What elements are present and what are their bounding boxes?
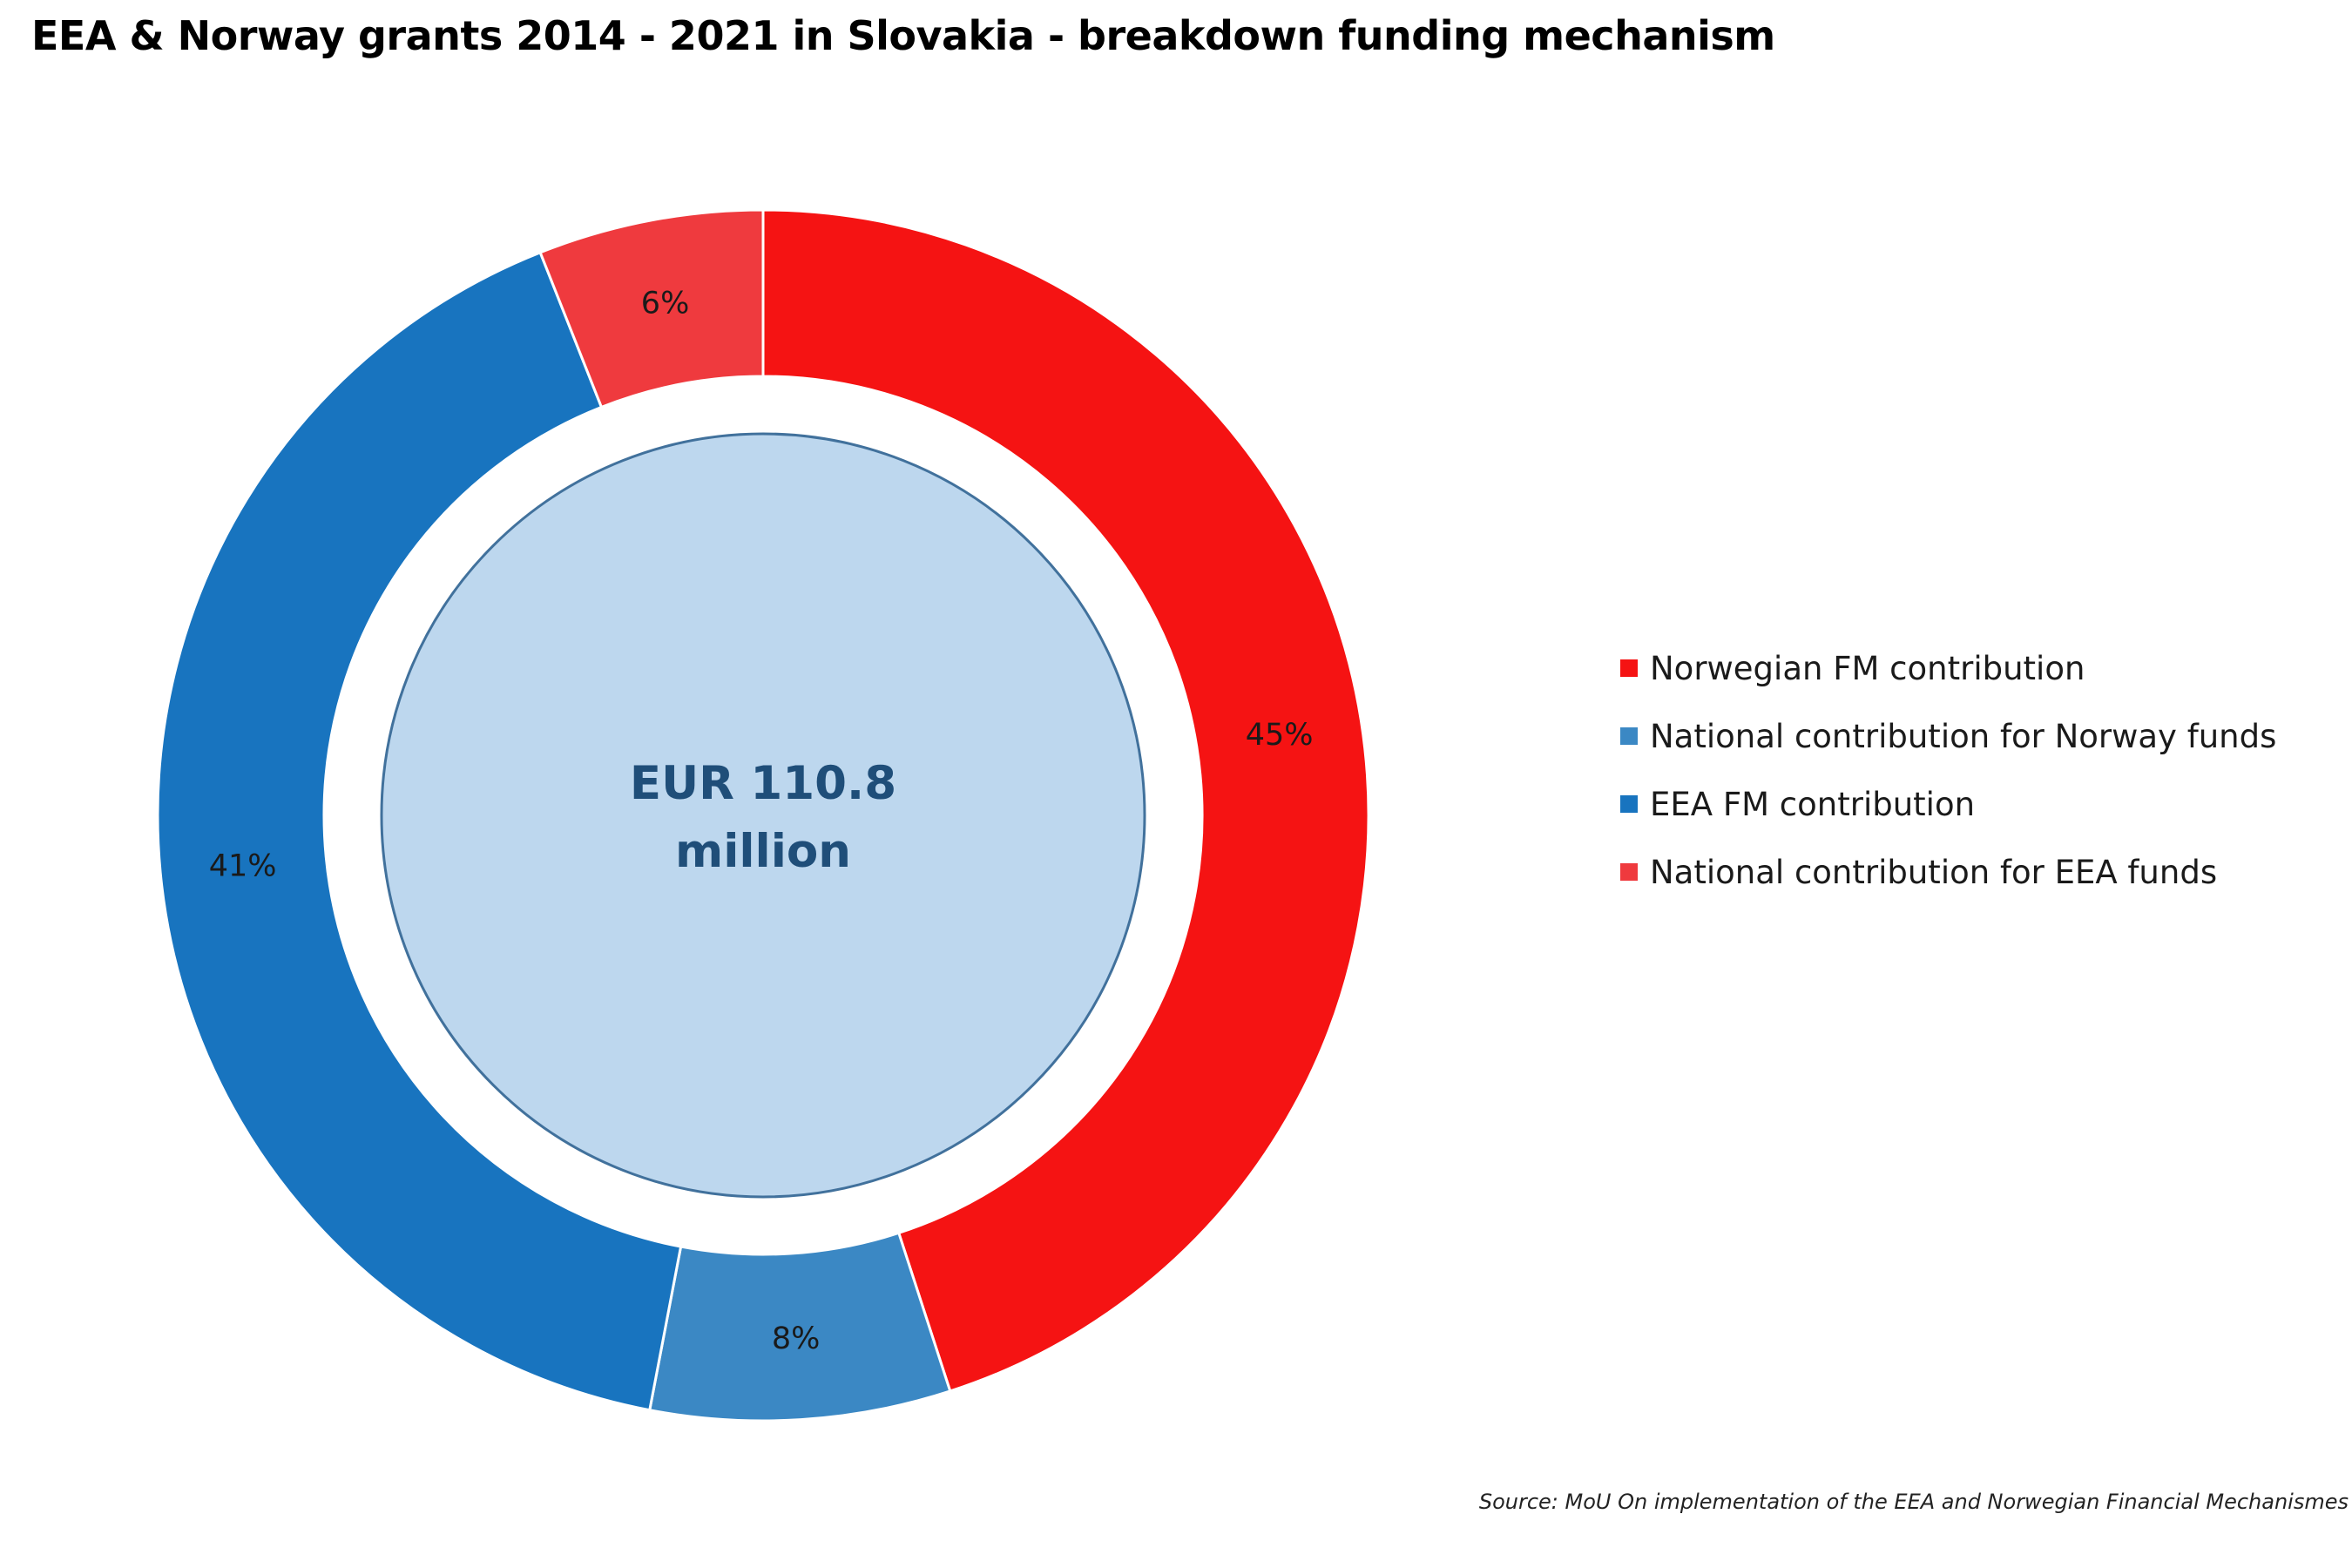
center-total-unit: million [675,825,851,878]
donut-ring [156,208,1370,1423]
legend-swatch [1620,863,1638,881]
legend: Norwegian FM contribution National contri… [1620,634,2276,906]
legend-swatch [1620,727,1638,745]
center-circle [380,432,1146,1199]
slice-national-contribution-for-eea-funds [538,208,765,409]
center-total-label: EUR 110.8 [630,757,896,810]
legend-label: EEA FM contribution [1650,785,1976,823]
chart-title: EEA & Norway grants 2014 - 2021 in Slova… [31,12,1775,59]
slice-labels: 45% 8% 41% 6% [209,287,1314,1356]
legend-label: National contribution for Norway funds [1650,717,2277,755]
legend-item-norwegian-fm-contribution: Norwegian FM contribution [1620,634,2276,702]
legend-item-eea-fm-contribution: EEA FM contribution [1620,770,2276,838]
legend-swatch [1620,795,1638,813]
source-note: Source: MoU On implementation of the EEA… [1478,1490,2349,1514]
slice-label-national-contribution-for-eea-funds: 6% [641,287,690,321]
legend-label: Norwegian FM contribution [1650,649,2085,687]
legend-item-national-contribution-for-norway-funds: National contribution for Norway funds [1620,702,2276,770]
legend-swatch [1620,659,1638,677]
legend-label: National contribution for EEA funds [1650,853,2218,891]
slice-norwegian-fm-contribution [761,208,1370,1393]
slice-label-eea-fm-contribution: 41% [209,848,277,883]
legend-item-national-contribution-for-eea-funds: National contribution for EEA funds [1620,838,2276,906]
slice-label-national-contribution-for-norway-funds: 8% [772,1321,821,1356]
slice-label-norwegian-fm-contribution: 45% [1246,718,1314,753]
slice-eea-fm-contribution [156,250,683,1412]
